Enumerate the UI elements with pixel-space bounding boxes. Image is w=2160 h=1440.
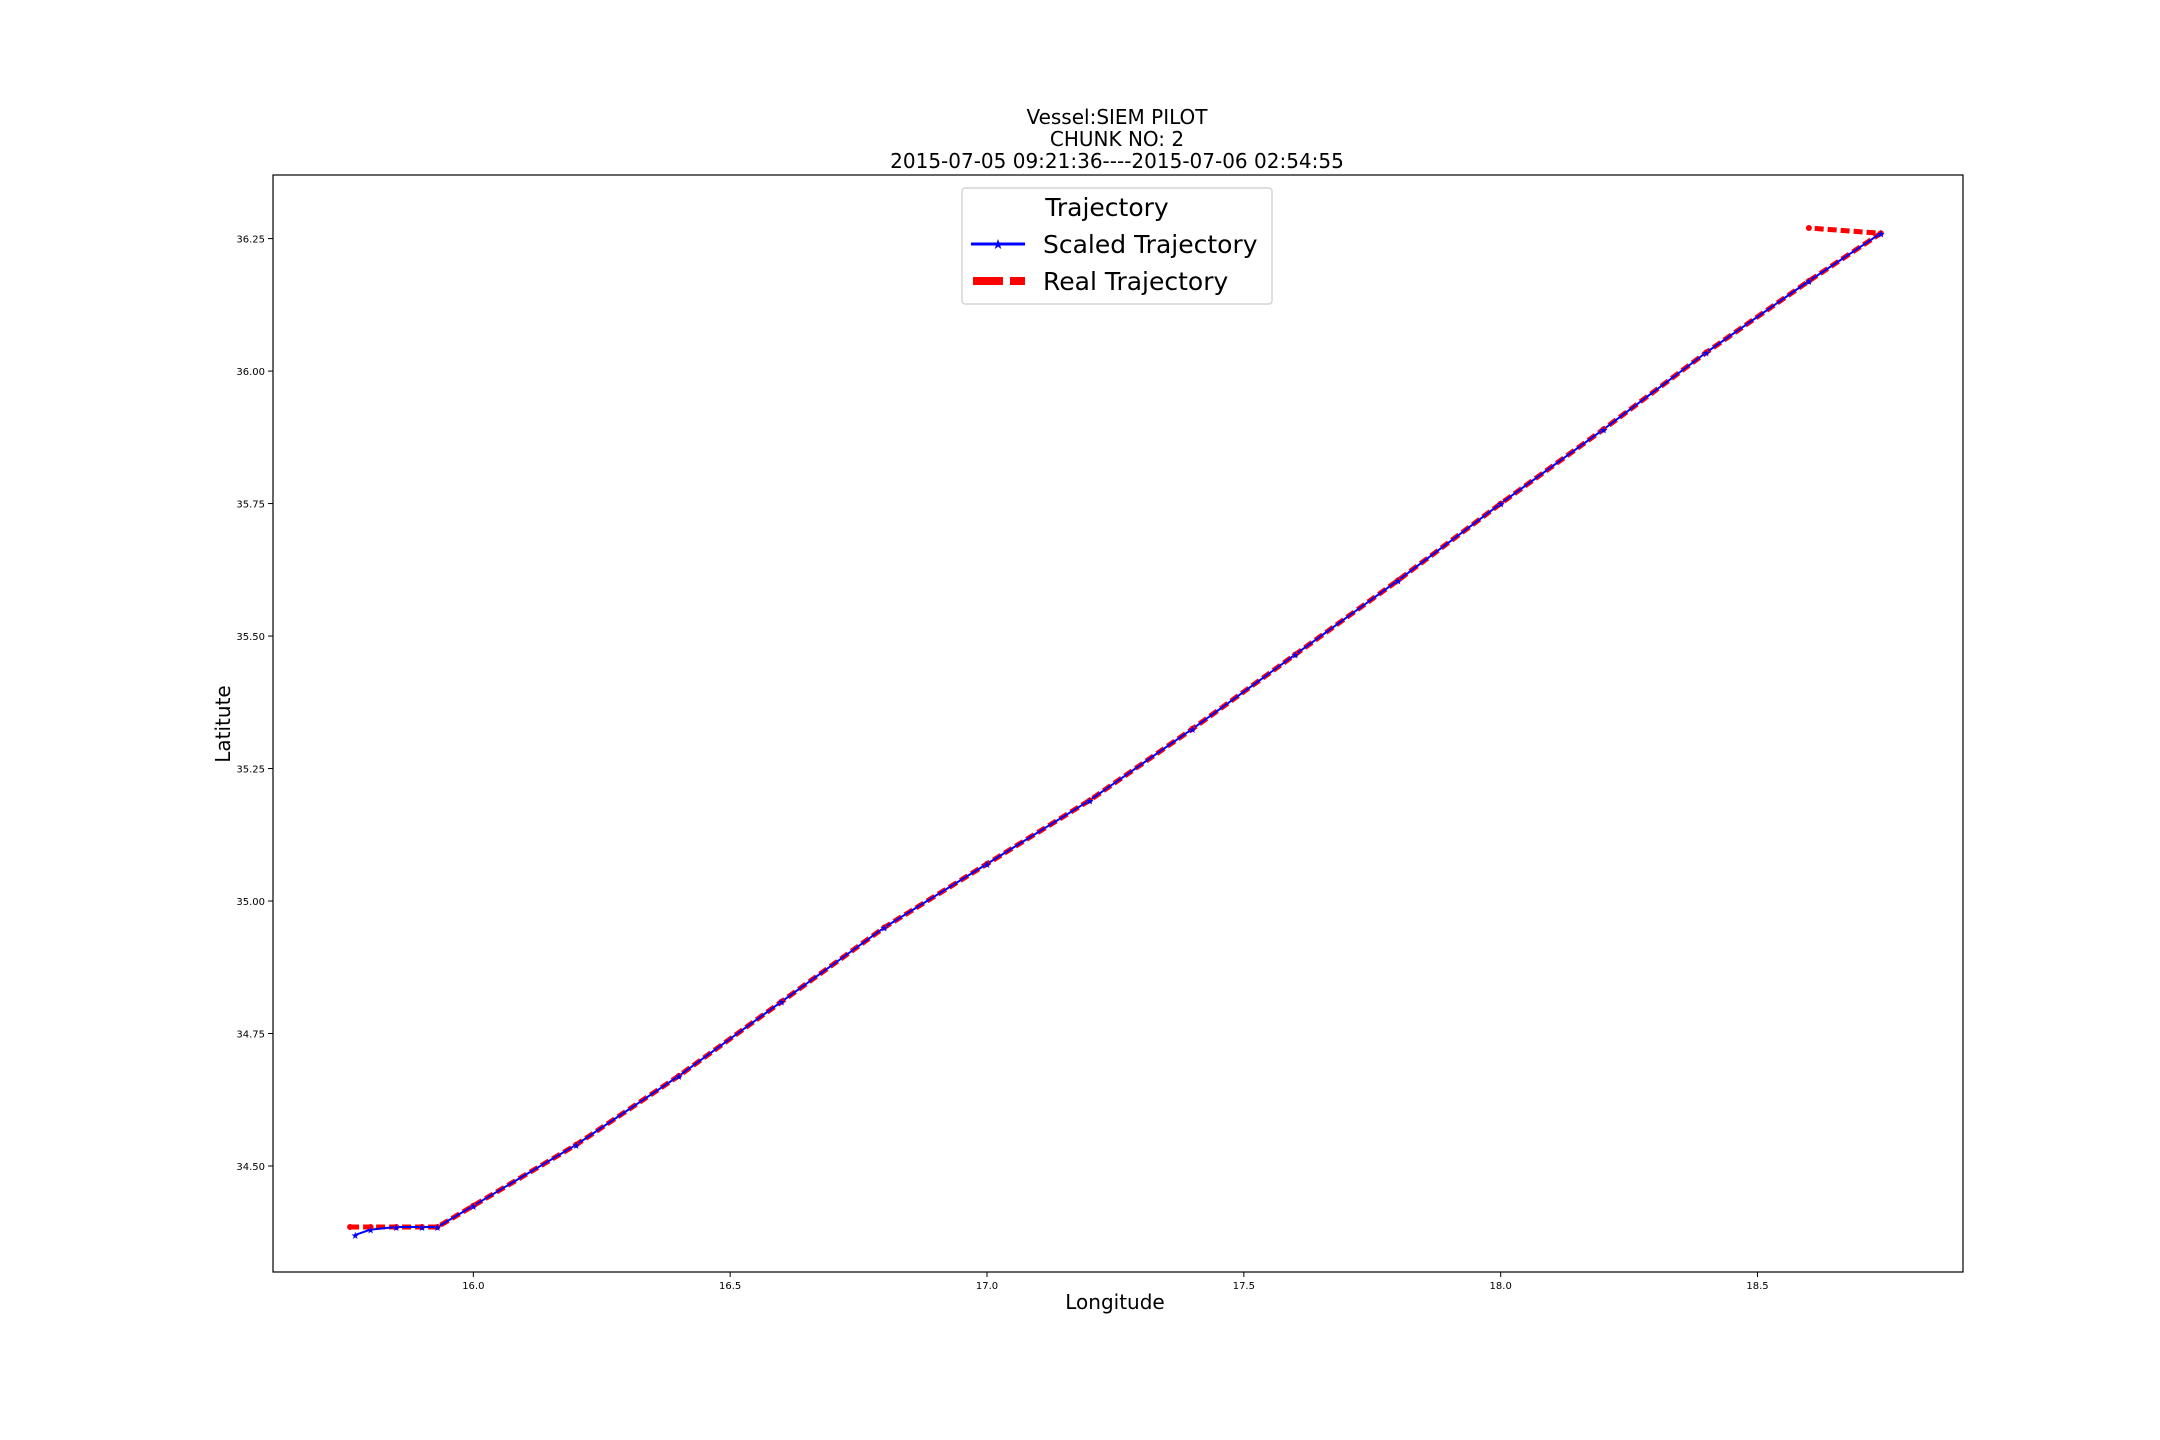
- scaled-trajectory-point: ★: [1291, 651, 1300, 662]
- scaled-trajectory-point: ★: [1599, 425, 1608, 436]
- chart-title-line-2: CHUNK NO: 2: [1050, 127, 1184, 151]
- x-tick-label: 18.0: [1490, 1281, 1512, 1292]
- y-axis-label: Latitute: [211, 685, 235, 762]
- real-trajectory-point: [1292, 651, 1299, 658]
- y-tick-label: 34.75: [236, 1030, 265, 1041]
- real-trajectory-point: [1189, 725, 1196, 732]
- scaled-trajectory-point: ★: [880, 924, 889, 935]
- scaled-trajectory-point: ★: [417, 1223, 426, 1234]
- real-trajectory-point: [1703, 349, 1710, 356]
- y-tick-label: 35.00: [236, 897, 265, 908]
- legend-entry-real-trajectory: Real Trajectory: [1043, 267, 1228, 296]
- legend-title: Trajectory: [1044, 193, 1169, 222]
- scaled-trajectory-point: ★: [1876, 229, 1885, 240]
- real-trajectory-point: [1805, 224, 1812, 231]
- real-trajectory-point: [1394, 577, 1401, 584]
- scaled-trajectory-point: ★: [1393, 576, 1402, 587]
- real-trajectory-point: [984, 860, 991, 867]
- scaled-trajectory-point: ★: [1188, 725, 1197, 736]
- legend-entry-scaled-trajectory: Scaled Trajectory: [1043, 230, 1258, 259]
- scaled-trajectory-point: ★: [351, 1231, 360, 1242]
- real-trajectory-point: [367, 1223, 374, 1230]
- scaled-trajectory-point: ★: [983, 860, 992, 871]
- x-tick-label: 16.5: [719, 1281, 741, 1292]
- scaled-trajectory-point: ★: [1804, 277, 1813, 288]
- axes-frame: [272, 174, 1964, 1273]
- real-trajectory-point: [1497, 500, 1504, 507]
- real-trajectory-point: [573, 1141, 580, 1148]
- scaled-trajectory-point: ★: [469, 1202, 478, 1213]
- chart-title: Vessel:SIEM PILOT CHUNK NO: 2 2015-07-05…: [890, 105, 1344, 173]
- real-trajectory-point: [470, 1202, 477, 1209]
- real-trajectory-point: [418, 1223, 425, 1230]
- x-tick-label: 16.0: [462, 1281, 484, 1292]
- scaled-trajectory-point: ★: [777, 998, 786, 1009]
- plot-area: ★ ★ ★ ★ ★ ★ ★ ★ ★ ★ ★ ★ ★ ★ ★ ★ ★ ★ ★ ★ 16.0 16.5 17.0 17.5 18.…: [236, 174, 1964, 1292]
- scaled-trajectory-point: ★: [433, 1223, 442, 1234]
- x-tick-label: 17.0: [976, 1281, 998, 1292]
- y-tick-label: 35.75: [236, 500, 265, 511]
- scaled-trajectory-point: ★: [366, 1226, 375, 1237]
- real-trajectory-point: [347, 1223, 354, 1230]
- real-trajectory-point: [1805, 277, 1812, 284]
- chart-title-line-1: Vessel:SIEM PILOT: [1026, 105, 1208, 129]
- x-tick-label: 18.5: [1746, 1281, 1768, 1292]
- x-tick-label: 17.5: [1233, 1281, 1255, 1292]
- real-trajectory-point: [675, 1072, 682, 1079]
- real-trajectory-point: [881, 924, 888, 931]
- y-tick-label: 34.50: [236, 1162, 265, 1173]
- scaled-trajectory-point: ★: [1085, 796, 1094, 807]
- real-trajectory-point: [1877, 230, 1884, 237]
- scaled-trajectory-point: ★: [1702, 349, 1711, 360]
- y-tick-label: 35.50: [236, 632, 265, 643]
- x-axis-ticks: 16.0 16.5 17.0 17.5 18.0 18.5: [462, 1272, 1769, 1292]
- x-axis-label: Longitude: [1065, 1290, 1164, 1314]
- scaled-trajectory-point: ★: [1496, 500, 1505, 511]
- y-tick-label: 36.00: [236, 367, 265, 378]
- y-tick-label: 36.25: [236, 235, 265, 246]
- real-trajectory-point: [1086, 797, 1093, 804]
- scaled-trajectory-point: ★: [572, 1141, 581, 1152]
- scaled-trajectory-point: ★: [674, 1072, 683, 1083]
- scaled-trajectory-point: ★: [392, 1223, 401, 1234]
- y-tick-label: 35.25: [236, 765, 265, 776]
- real-trajectory-point: [434, 1223, 441, 1230]
- legend-box: [961, 187, 1273, 305]
- real-trajectory-point: [778, 998, 785, 1005]
- legend-scaled-marker: ★: [992, 237, 1005, 253]
- real-trajectory-point: [393, 1223, 400, 1230]
- y-axis-ticks: 34.50 34.75 35.00 35.25 35.50 35.75 36.00 36.25: [236, 235, 273, 1173]
- chart-title-line-3: 2015-07-05 09:21:36----2015-07-06 02:54:…: [890, 149, 1344, 173]
- legend: Trajectory ★ Scaled Trajectory Real Traj…: [961, 187, 1273, 305]
- real-trajectory-point: [1600, 426, 1607, 433]
- series-layer: ★ ★ ★ ★ ★ ★ ★ ★ ★ ★ ★ ★ ★ ★ ★ ★ ★ ★ ★ ★: [347, 224, 1885, 1242]
